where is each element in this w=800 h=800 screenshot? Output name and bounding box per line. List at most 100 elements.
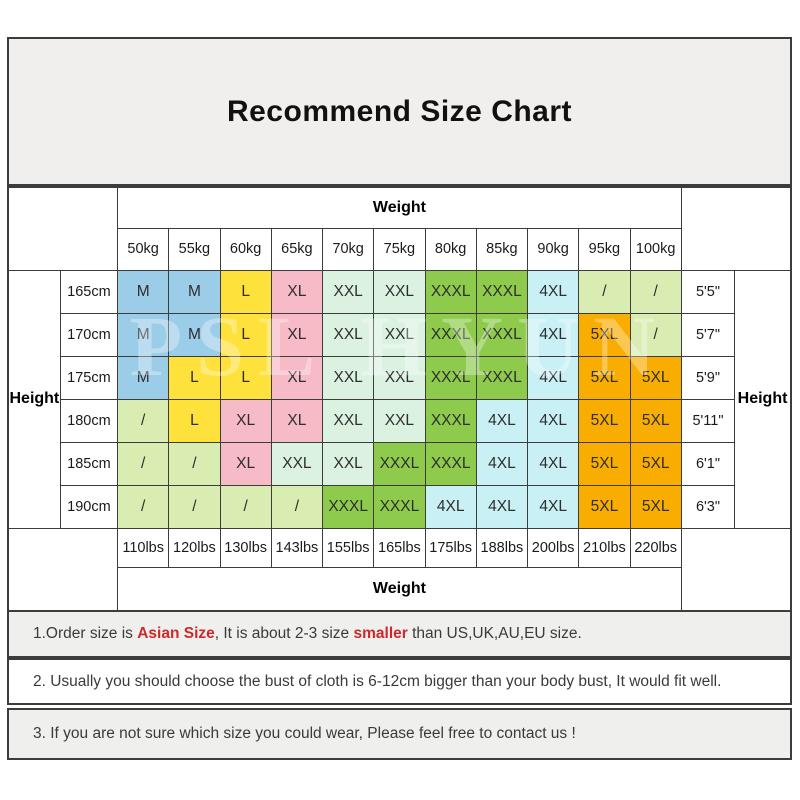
size-cell: XXXL: [424, 398, 477, 443]
size-cell: L: [168, 355, 221, 400]
size-cell: XXL: [322, 441, 375, 486]
note-segment: , It is about 2-3 size: [214, 625, 354, 642]
size-cell: 5XL: [578, 312, 631, 357]
kg-header: 80kg: [424, 227, 477, 271]
height-cm: 175cm: [59, 355, 119, 400]
size-cell: /: [117, 441, 170, 486]
kg-header: 50kg: [117, 227, 170, 271]
kg-header: 100kg: [629, 227, 682, 271]
size-cell: XXXL: [322, 484, 375, 529]
size-cell: XXL: [322, 269, 375, 314]
size-cell: 5XL: [578, 484, 631, 529]
size-cell: 4XL: [475, 398, 529, 443]
note-segment: 3. If you are not sure which size you co…: [33, 725, 576, 742]
size-cell: M: [117, 355, 170, 400]
size-cell: /: [168, 441, 221, 486]
lbs-header: 175lbs: [424, 527, 477, 568]
size-cell: 5XL: [578, 398, 631, 443]
lbs-header: 143lbs: [270, 527, 324, 568]
size-cell: L: [219, 269, 272, 314]
kg-header: 60kg: [219, 227, 272, 271]
size-cell: 4XL: [527, 398, 580, 443]
size-cell: /: [117, 398, 170, 443]
size-cell: XXL: [322, 398, 375, 443]
size-cell: /: [629, 312, 682, 357]
size-cell: XXL: [322, 355, 375, 400]
weight-header: Weight: [117, 186, 682, 229]
size-cell: XL: [270, 312, 324, 357]
size-cell: XXXL: [475, 269, 529, 314]
corner-top-right: [680, 186, 792, 271]
lbs-header: 130lbs: [219, 527, 272, 568]
note-segment: than US,UK,AU,EU size.: [407, 625, 582, 642]
size-cell: L: [219, 312, 272, 357]
note-1-text: 1.Order size is Asian Size, It is about …: [9, 625, 582, 643]
size-cell: XXL: [373, 355, 426, 400]
height-ft: 5'7": [680, 312, 736, 357]
size-cell: 5XL: [629, 484, 682, 529]
note-3: 3. If you are not sure which size you co…: [7, 708, 792, 760]
size-cell: XXL: [373, 398, 426, 443]
lbs-header: 110lbs: [117, 527, 170, 568]
size-cell: 5XL: [578, 355, 631, 400]
size-cell: XXXL: [373, 484, 426, 529]
lbs-header: 165lbs: [373, 527, 426, 568]
size-cell: 4XL: [527, 484, 580, 529]
size-cell: 5XL: [629, 355, 682, 400]
height-cm: 180cm: [59, 398, 119, 443]
size-cell: XXXL: [424, 312, 477, 357]
size-cell: 4XL: [527, 269, 580, 314]
size-cell: 4XL: [527, 355, 580, 400]
size-cell: M: [168, 312, 221, 357]
kg-header: 65kg: [270, 227, 324, 271]
height-ft: 6'3": [680, 484, 736, 529]
height-ft: 6'1": [680, 441, 736, 486]
note-highlight: Asian Size: [137, 625, 215, 642]
size-cell: XXL: [373, 269, 426, 314]
size-table-wrap: Weight 50kg 55kg 60kg 65kg 70kg 75kg 80kg 85kg 90…: [7, 186, 792, 612]
note-2: 2. Usually you should choose the bust of…: [7, 658, 792, 705]
size-cell: /: [117, 484, 170, 529]
corner-bottom-left: [7, 527, 119, 612]
note-segment: 2. Usually you should choose the bust of…: [33, 672, 722, 690]
size-cell: /: [270, 484, 324, 529]
size-cell: XXL: [322, 312, 375, 357]
height-ft: 5'11": [680, 398, 736, 443]
height-cm: 165cm: [59, 269, 119, 314]
size-cell: XL: [270, 398, 324, 443]
height-cm: 170cm: [59, 312, 119, 357]
size-cell: XXL: [270, 441, 324, 486]
size-cell: XL: [219, 441, 272, 486]
size-cell: M: [117, 269, 170, 314]
size-cell: XXXL: [424, 269, 477, 314]
size-cell: L: [219, 355, 272, 400]
lbs-header: 210lbs: [578, 527, 631, 568]
height-label-left: Height: [7, 269, 61, 529]
size-cell: XXXL: [475, 312, 529, 357]
size-cell: L: [168, 398, 221, 443]
kg-header: 95kg: [578, 227, 631, 271]
note-highlight: smaller: [353, 625, 408, 642]
size-cell: /: [578, 269, 631, 314]
size-cell: 4XL: [527, 441, 580, 486]
size-cell: /: [629, 269, 682, 314]
size-cell: M: [117, 312, 170, 357]
size-cell: 5XL: [578, 441, 631, 486]
size-cell: /: [168, 484, 221, 529]
height-cm: 185cm: [59, 441, 119, 486]
page-title: Recommend Size Chart: [226, 94, 573, 128]
size-cell: XL: [219, 398, 272, 443]
kg-header: 85kg: [475, 227, 529, 271]
size-cell: XL: [270, 269, 324, 314]
size-cell: XL: [270, 355, 324, 400]
size-cell: XXXL: [475, 355, 529, 400]
note-1: 1.Order size is Asian Size, It is about …: [7, 610, 792, 658]
size-cell: 5XL: [629, 398, 682, 443]
height-label-right: Height: [734, 269, 792, 529]
lbs-header: 120lbs: [168, 527, 221, 568]
note-2-text: 2. Usually you should choose the bust of…: [9, 673, 721, 691]
lbs-header: 220lbs: [629, 527, 682, 568]
height-cm: 190cm: [59, 484, 119, 529]
height-ft: 5'5": [680, 269, 736, 314]
